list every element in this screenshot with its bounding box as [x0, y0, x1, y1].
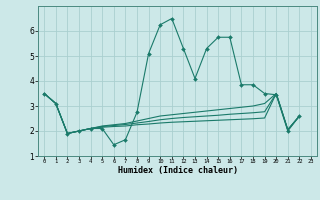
X-axis label: Humidex (Indice chaleur): Humidex (Indice chaleur) — [118, 166, 238, 175]
